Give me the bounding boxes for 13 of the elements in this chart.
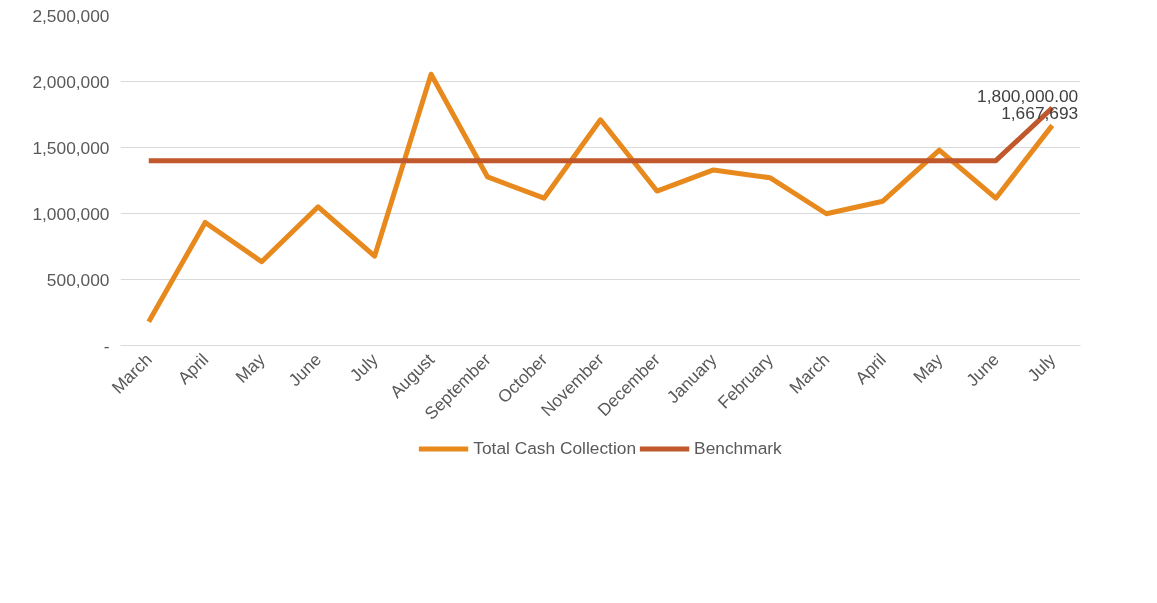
x-tick-label: July bbox=[1023, 349, 1060, 386]
legend-label: Benchmark bbox=[694, 437, 782, 459]
x-tick-label: May bbox=[231, 349, 269, 387]
y-tick-label: 2,000,000 bbox=[32, 71, 110, 92]
y-tick-label: - bbox=[103, 335, 110, 356]
y-tick-label: 1,000,000 bbox=[32, 203, 110, 224]
x-tick-label: July bbox=[345, 349, 382, 386]
legend-label: Total Cash Collection bbox=[473, 437, 637, 459]
y-tick-label: 500,000 bbox=[46, 269, 110, 290]
y-tick-label: 2,500,000 bbox=[32, 5, 110, 26]
y-tick-label: 1,500,000 bbox=[32, 137, 110, 158]
x-tick-label: May bbox=[909, 349, 947, 387]
data-label: 1,800,000.00 bbox=[977, 85, 1079, 106]
